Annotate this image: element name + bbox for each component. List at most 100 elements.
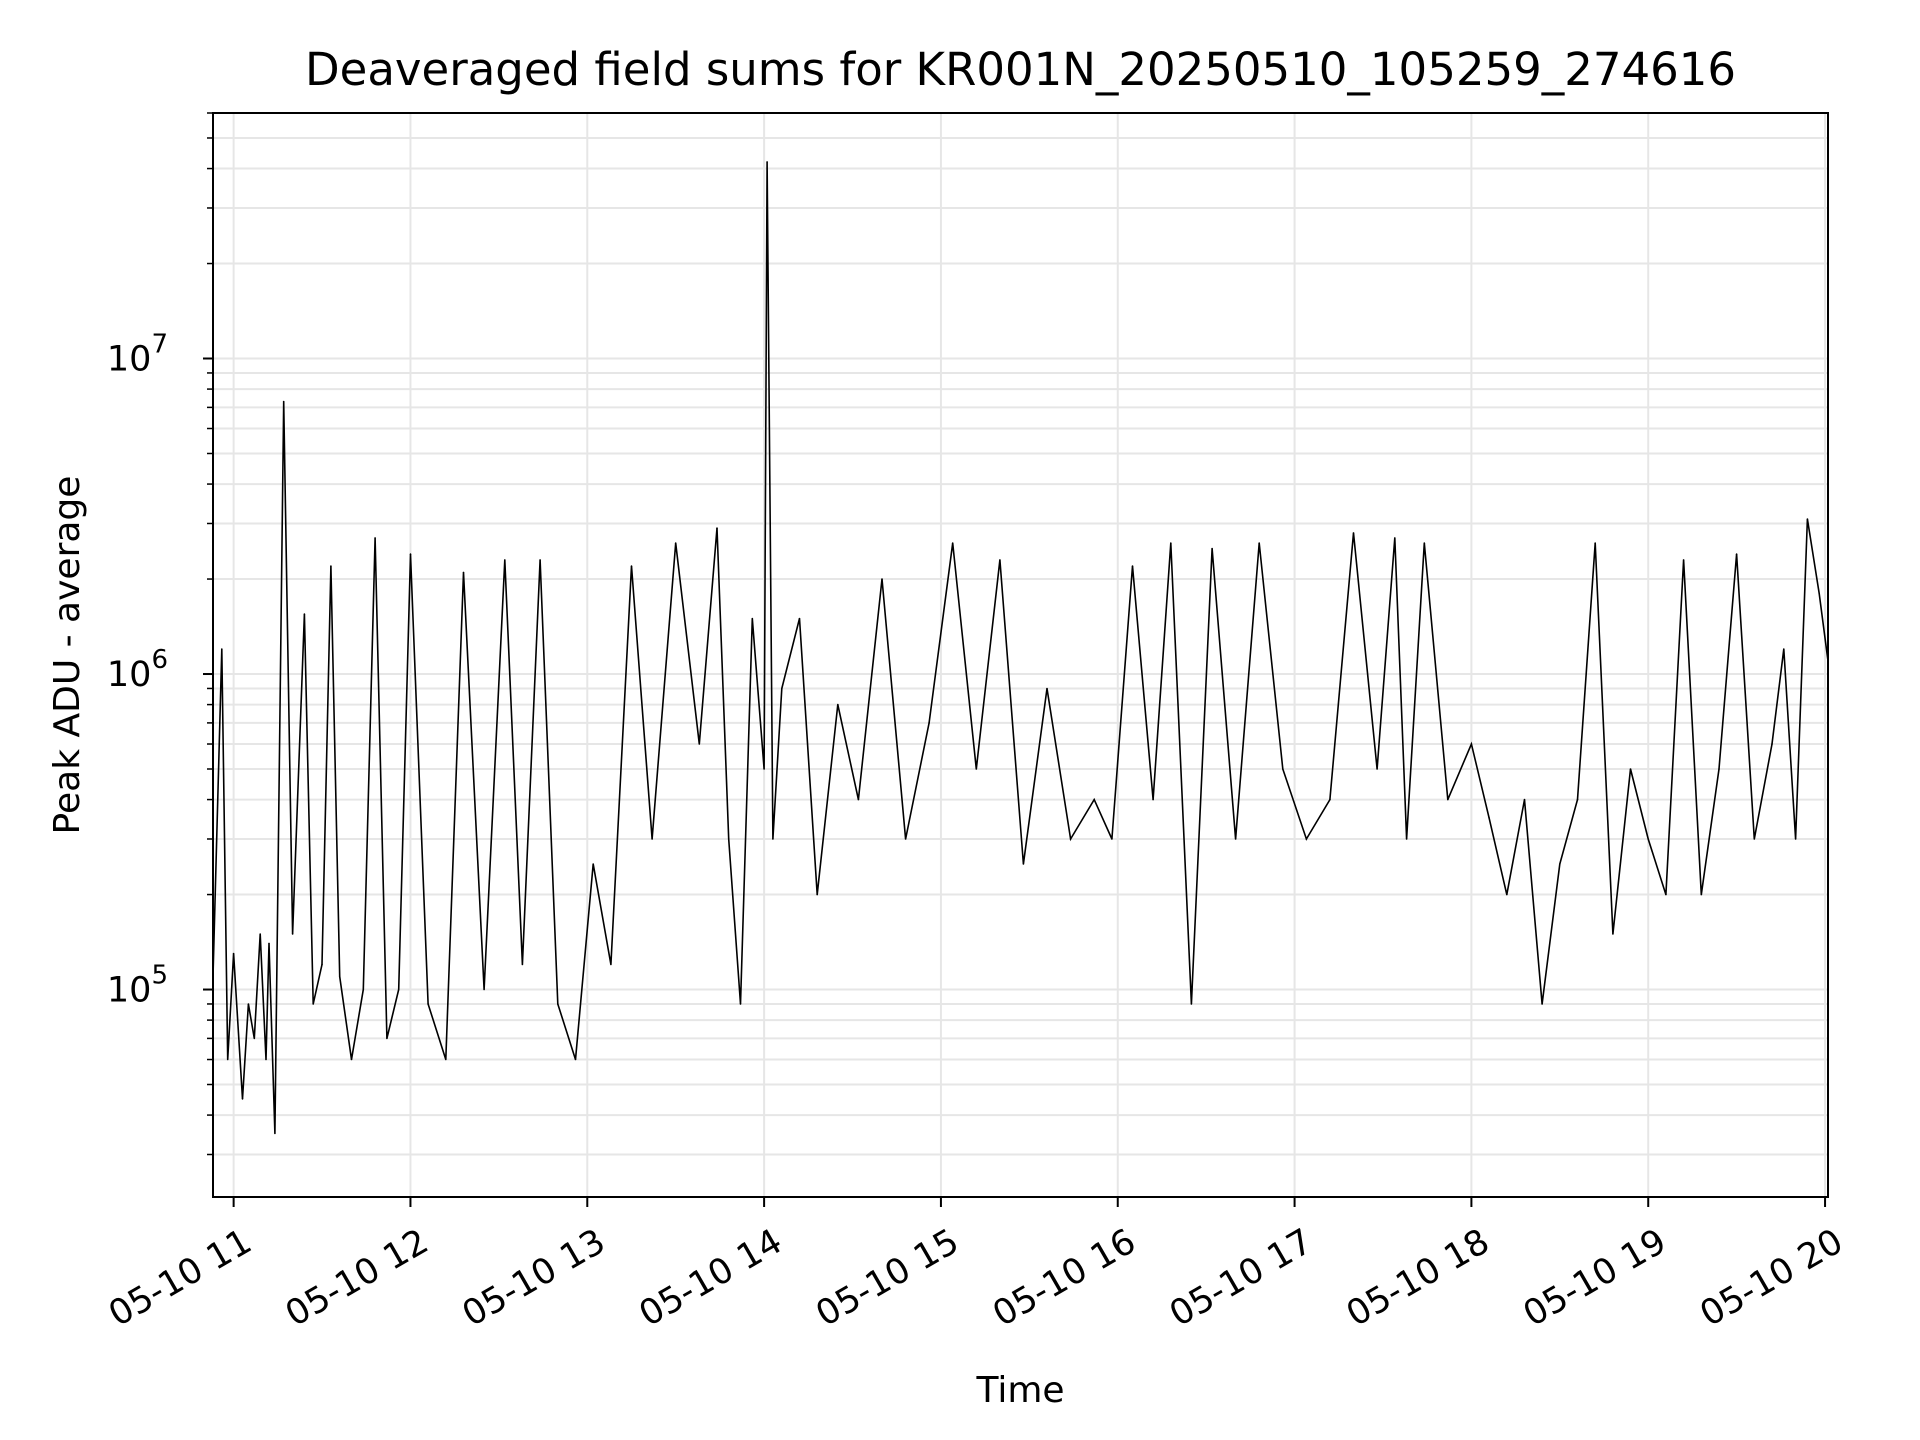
data-point — [630, 565, 633, 567]
data-point — [1700, 893, 1703, 896]
data-point — [1506, 893, 1508, 896]
y-tick-label-base: 10 — [107, 971, 152, 1011]
grid-layer — [213, 112, 1828, 1197]
data-point — [462, 571, 465, 574]
data-point — [330, 565, 332, 567]
data-point — [610, 963, 612, 966]
data-point — [265, 1058, 267, 1061]
data-point — [1594, 542, 1596, 544]
data-point — [397, 988, 400, 991]
plot-frame — [212, 112, 1829, 1198]
data-point — [312, 1003, 315, 1005]
y-tick-label: 106 — [107, 645, 168, 695]
data-point — [881, 578, 883, 580]
data-point — [483, 988, 485, 991]
data-point — [1629, 768, 1632, 770]
y-tick-label-base: 10 — [107, 655, 152, 695]
y-tick-label-base: 10 — [107, 340, 152, 380]
data-point — [766, 161, 768, 163]
data-point — [1170, 542, 1172, 544]
data-point — [374, 537, 376, 539]
data-point — [1190, 1003, 1193, 1005]
data-point — [1405, 838, 1408, 840]
data-point — [1046, 687, 1048, 690]
data-point — [651, 838, 653, 840]
data-point — [1576, 798, 1579, 801]
data-point — [504, 559, 506, 561]
data-point — [1647, 838, 1649, 840]
data-point — [1806, 518, 1809, 520]
series-layer — [212, 161, 1829, 1135]
data-point — [1682, 559, 1685, 561]
data-point — [247, 1003, 250, 1005]
y-tick-label: 105 — [107, 961, 168, 1011]
y-axis-label: Peak ADU - average — [47, 476, 88, 835]
data-point — [1394, 537, 1396, 539]
data-point — [951, 542, 954, 544]
data-point — [1523, 798, 1526, 801]
data-point — [241, 1098, 244, 1100]
data-point — [557, 1003, 559, 1005]
data-point — [698, 743, 701, 745]
y-tick-label-exponent: 5 — [151, 961, 168, 991]
data-point — [999, 559, 1001, 561]
data-point — [259, 933, 262, 935]
data-point — [232, 952, 235, 955]
data-point — [1069, 838, 1072, 840]
data-point — [1211, 547, 1213, 550]
data-point — [291, 933, 294, 935]
data-point — [1488, 817, 1490, 819]
data-point — [539, 559, 541, 561]
data-point — [716, 527, 718, 529]
data-point — [427, 1003, 429, 1005]
data-point — [1329, 798, 1331, 801]
data-point — [221, 648, 223, 650]
data-point — [362, 988, 365, 991]
data-point — [1111, 838, 1113, 840]
data-point — [1470, 743, 1473, 745]
data-point — [1447, 798, 1449, 801]
data-point — [857, 798, 860, 801]
y-tick-label-exponent: 6 — [151, 645, 168, 675]
data-point — [303, 613, 306, 615]
data-point — [674, 542, 677, 544]
data-point — [1305, 838, 1308, 840]
data-point — [1718, 768, 1720, 770]
data-point — [928, 722, 930, 724]
data-point — [798, 617, 801, 620]
data-point — [975, 768, 978, 770]
data-point — [574, 1058, 577, 1061]
data-point — [837, 703, 839, 706]
data-point — [592, 863, 594, 865]
data-point — [1282, 768, 1284, 770]
data-point — [1753, 838, 1756, 840]
data-point — [445, 1058, 447, 1061]
data-point — [1376, 768, 1378, 770]
data-point — [282, 400, 285, 403]
data-point — [751, 617, 754, 620]
data-point — [1152, 798, 1154, 801]
data-point — [1541, 1003, 1543, 1005]
data-point — [1665, 893, 1667, 896]
chart-title: Deaveraged field sums for KR001N_2025051… — [305, 43, 1736, 96]
data-point — [350, 1058, 353, 1061]
data-point — [1423, 542, 1426, 544]
data-point — [1131, 565, 1134, 567]
data-point — [321, 963, 323, 966]
data-point — [1258, 542, 1260, 544]
data-point — [1794, 838, 1797, 840]
data-point — [772, 838, 774, 840]
data-point — [1559, 863, 1561, 865]
data-point — [1783, 648, 1785, 650]
data-point — [521, 963, 524, 966]
data-point — [409, 553, 412, 555]
data-point — [268, 942, 270, 945]
data-point — [1022, 863, 1025, 865]
y-tick-label: 107 — [107, 330, 168, 380]
data-point — [1093, 798, 1095, 801]
data-point — [338, 975, 341, 978]
x-axis-label: Time — [975, 1370, 1064, 1411]
